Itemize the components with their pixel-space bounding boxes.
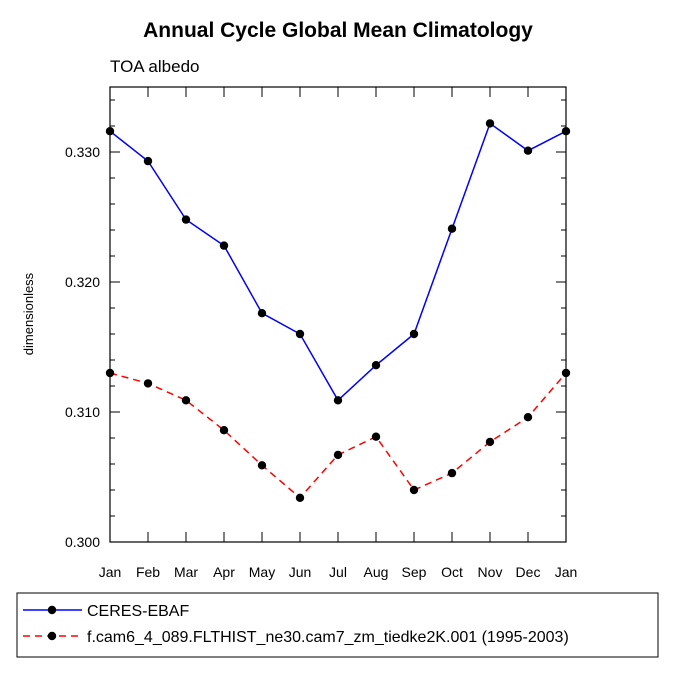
series-2-point — [257, 461, 267, 470]
series-1-point — [561, 127, 571, 136]
legend-label-1: CERES-EBAF — [87, 603, 189, 620]
series-1-point — [485, 119, 495, 128]
series-1-point — [409, 329, 419, 339]
x-tick-label: Jan — [555, 564, 578, 580]
series-1-point — [295, 329, 305, 339]
series-1-point — [447, 224, 457, 233]
series-2-point — [219, 426, 229, 435]
series-1-point — [333, 396, 343, 405]
x-tick-label: Jul — [329, 564, 347, 580]
y-tick-label: 0.320 — [65, 274, 100, 290]
legend-marker-2 — [47, 631, 57, 641]
series-2-point — [371, 432, 381, 441]
legend-marker-1 — [47, 605, 57, 615]
legend-frame — [16, 592, 659, 658]
series-1-point — [371, 361, 381, 370]
y-axis-label: dimensionless — [21, 272, 36, 355]
series-2-point — [105, 368, 115, 378]
x-tick-label: Feb — [136, 564, 160, 580]
series-line-1 — [109, 122, 567, 402]
series-2-point — [333, 450, 343, 460]
axis-ticks — [109, 87, 567, 543]
series-2-point — [523, 413, 533, 422]
chart-title: Annual Cycle Global Mean Climatology — [143, 19, 533, 42]
series-2-point — [485, 437, 495, 447]
chart-subtitle: TOA albedo — [110, 57, 199, 76]
y-tick-label: 0.300 — [65, 534, 100, 550]
x-tick-label: Mar — [174, 564, 198, 580]
x-tick-label: Apr — [213, 564, 235, 580]
series-2-point — [561, 368, 571, 378]
series-1-point — [219, 241, 229, 250]
data-series — [105, 119, 571, 502]
series-2-point — [295, 493, 305, 502]
series-1-point — [181, 215, 191, 224]
x-tick-labels: Jan Feb Mar Apr May Jun Jul Aug Sep Oct Nov Dec Jan — [99, 564, 578, 580]
series-1-point — [105, 127, 115, 136]
series-1-point — [257, 309, 267, 318]
series-2-point — [143, 379, 153, 388]
x-tick-label: Dec — [516, 564, 541, 580]
series-1-point — [143, 156, 153, 166]
series-2-point — [181, 396, 191, 405]
series-line-2 — [109, 372, 567, 499]
legend-label-2: f.cam6_4_089.FLTHIST_ne30.cam7_zm_tiedke… — [87, 629, 569, 646]
y-tick-labels: 0.300 0.310 0.320 0.330 — [65, 144, 100, 550]
y-tick-label: 0.310 — [65, 404, 100, 420]
legend: CERES-EBAF f.cam6_4_089.FLTHIST_ne30.cam7… — [16, 592, 659, 658]
plot-frame — [109, 86, 567, 543]
x-tick-label: Jun — [289, 564, 312, 580]
x-tick-label: Sep — [402, 564, 427, 580]
x-tick-label: May — [249, 564, 275, 580]
x-tick-label: Oct — [441, 564, 463, 580]
series-2-point — [447, 468, 457, 478]
series-1-point — [523, 146, 533, 155]
x-tick-label: Aug — [364, 564, 389, 580]
x-tick-label: Nov — [478, 564, 503, 580]
y-tick-label: 0.330 — [65, 144, 100, 160]
x-tick-label: Jan — [99, 564, 122, 580]
series-2-point — [409, 485, 419, 495]
